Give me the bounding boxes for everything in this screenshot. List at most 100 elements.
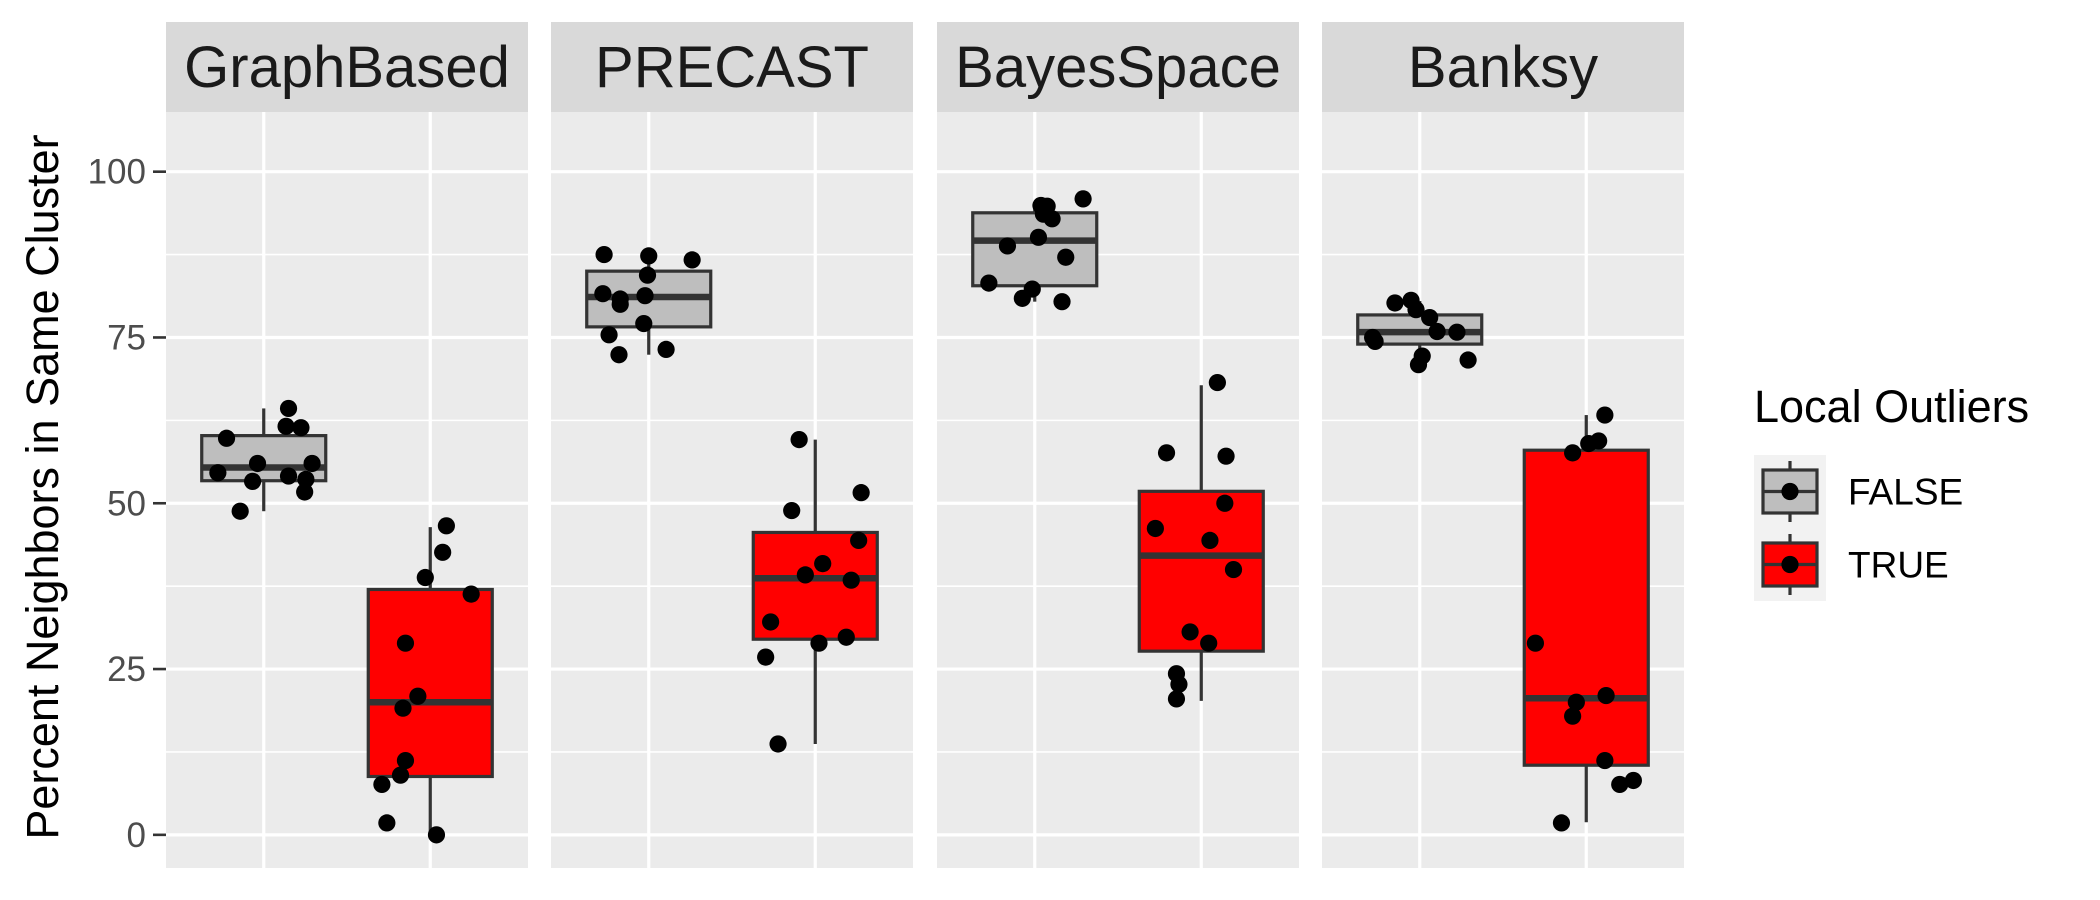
y-axis-title: Percent Neighbors in Same Cluster	[17, 134, 68, 839]
data-point	[594, 285, 612, 303]
legend-key-point	[1781, 482, 1799, 501]
y-tick-label: 75	[107, 318, 146, 357]
data-point	[292, 419, 310, 437]
data-point	[1224, 560, 1243, 579]
box-true	[751, 431, 879, 753]
y-tick-label: 50	[107, 484, 146, 523]
facet-panel-bayesspace: BayesSpace	[937, 22, 1299, 868]
legend-title: Local Outliers	[1754, 381, 2029, 432]
legend-label: TRUE	[1848, 545, 1949, 586]
legend-item-false: FALSE	[1761, 461, 1963, 522]
box-body	[366, 587, 494, 779]
data-point	[810, 634, 828, 652]
data-point	[296, 483, 314, 501]
data-point	[391, 766, 410, 784]
facet-panel-banksy: Banksy	[1322, 22, 1684, 868]
data-point	[1023, 280, 1041, 298]
facet-strip	[1322, 22, 1684, 112]
data-point	[1611, 775, 1629, 794]
data-point	[416, 568, 434, 587]
box-true	[366, 517, 494, 844]
data-point	[1074, 190, 1092, 208]
box-body	[1522, 448, 1650, 767]
y-tick-label: 25	[107, 650, 146, 689]
data-point	[1564, 707, 1582, 725]
data-point	[814, 555, 832, 573]
data-point	[1217, 447, 1235, 465]
facet-strip	[166, 22, 528, 112]
data-point	[427, 826, 446, 844]
legend-item-true: TRUE	[1761, 534, 1949, 595]
data-point	[638, 266, 657, 284]
data-point	[1624, 771, 1642, 790]
data-point	[1043, 210, 1061, 228]
data-point	[600, 326, 618, 344]
facet-strip	[937, 22, 1299, 112]
data-point	[1057, 248, 1075, 266]
data-point	[1200, 634, 1218, 652]
facet-panel-graphbased: GraphBased	[166, 22, 528, 868]
data-point	[1526, 634, 1545, 652]
legend: Local Outliers FALSE TRUE	[1754, 381, 2029, 601]
data-point	[1208, 373, 1226, 392]
facet-panel-precast: PRECAST	[551, 22, 913, 868]
data-point	[1053, 293, 1071, 311]
data-point	[462, 585, 480, 603]
data-point	[610, 346, 628, 364]
data-point	[303, 454, 321, 473]
data-point	[683, 251, 701, 269]
data-point	[1146, 519, 1164, 538]
data-point	[611, 290, 629, 308]
box-false	[971, 190, 1099, 311]
data-point	[852, 484, 870, 502]
data-point	[279, 467, 298, 485]
data-point	[1567, 693, 1585, 711]
legend-label: FALSE	[1848, 472, 1963, 513]
data-point	[437, 517, 455, 535]
y-tick-label: 0	[127, 816, 146, 855]
legend-key-point	[1781, 555, 1799, 574]
data-point	[1552, 814, 1571, 832]
data-point	[231, 502, 249, 520]
data-point	[1413, 347, 1431, 365]
box-true	[1137, 373, 1265, 708]
facet-strip	[551, 22, 913, 112]
data-point	[378, 814, 396, 832]
box-body	[1137, 489, 1265, 653]
data-point	[209, 464, 227, 482]
data-point	[1564, 444, 1582, 462]
data-point	[1459, 351, 1477, 369]
data-point	[640, 247, 658, 265]
data-point	[757, 648, 775, 666]
y-axis: 0 25 50 75 100	[88, 153, 166, 855]
facet-strip-label: GraphBased	[184, 35, 510, 100]
data-point	[980, 274, 998, 292]
data-point	[1181, 623, 1199, 641]
data-point	[635, 314, 653, 333]
data-point	[217, 429, 236, 447]
data-point	[1029, 228, 1048, 246]
facet-strip-label: PRECAST	[595, 35, 869, 100]
data-point	[1590, 432, 1608, 450]
data-point	[373, 775, 391, 794]
data-point	[1366, 332, 1384, 351]
panel-background	[551, 112, 913, 868]
data-point	[396, 634, 415, 652]
data-point	[762, 613, 780, 631]
box-false	[1356, 291, 1484, 374]
data-point	[796, 566, 814, 584]
data-point	[998, 237, 1017, 255]
facet-strip-label: Banksy	[1408, 35, 1598, 100]
data-point	[1448, 323, 1466, 341]
data-point	[636, 287, 654, 305]
data-point	[1157, 444, 1176, 462]
facet-panels: GraphBased PRECAST BayesSpace Banksy	[166, 22, 1684, 868]
data-point	[409, 687, 427, 705]
data-point	[1597, 686, 1615, 705]
data-point	[297, 470, 315, 488]
box-false	[585, 245, 713, 364]
y-tick-label: 100	[88, 153, 146, 192]
data-point	[243, 472, 262, 490]
data-point	[1428, 322, 1446, 341]
